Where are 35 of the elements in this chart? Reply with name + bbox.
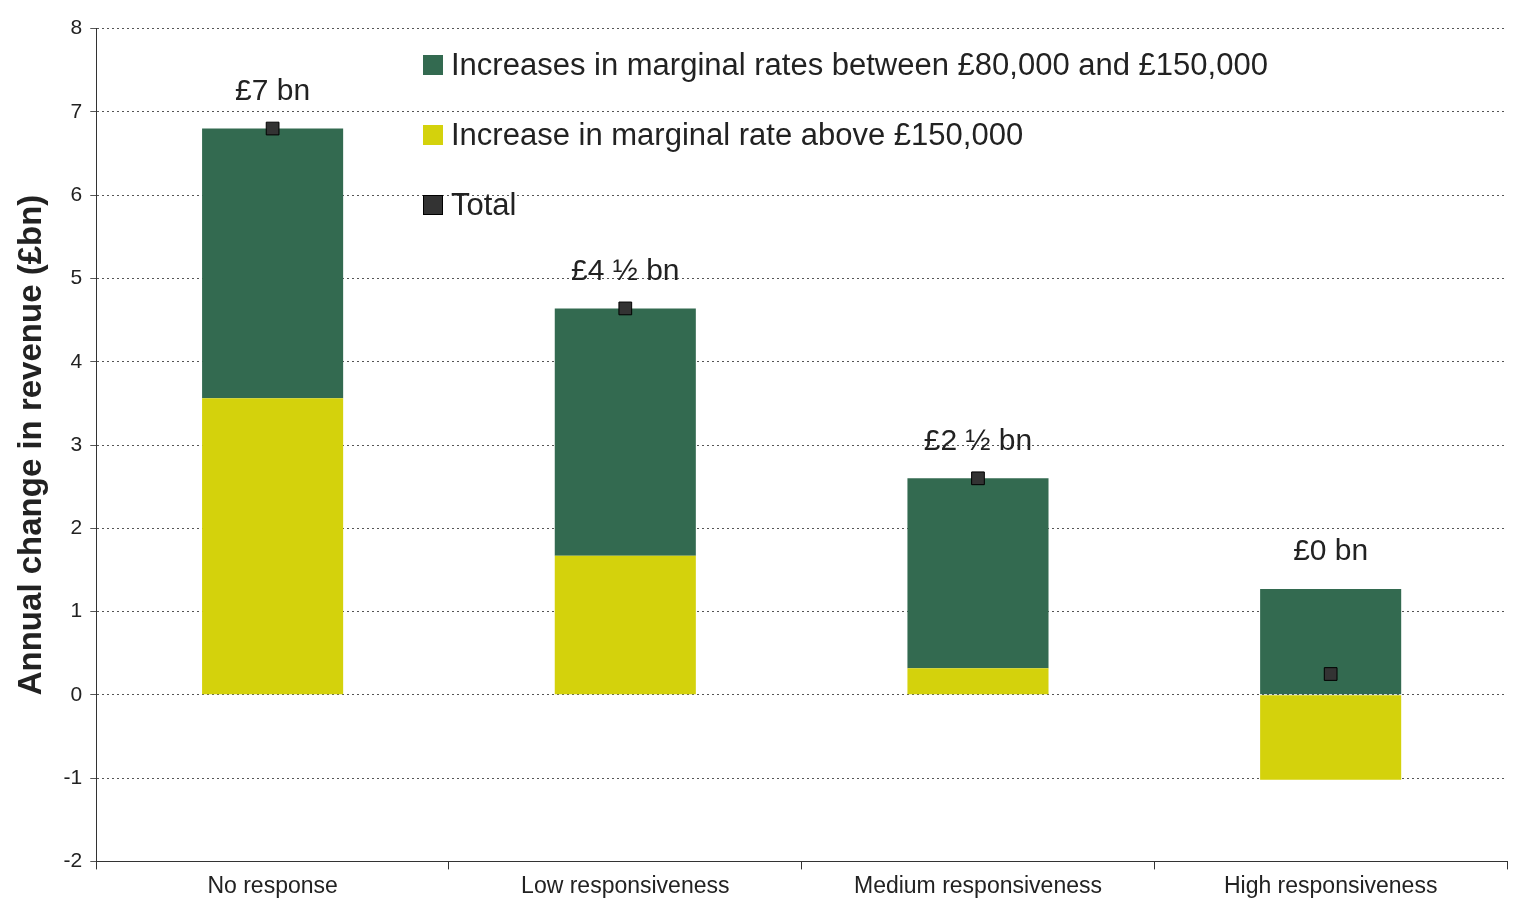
legend-label: Total (451, 187, 517, 223)
y-tick-label: 1 (70, 598, 83, 622)
y-tick-label: -2 (63, 848, 83, 872)
bar (554, 555, 696, 695)
bar (1260, 695, 1402, 780)
total-label: £0 bn (1293, 533, 1369, 567)
bar (554, 308, 696, 556)
point (971, 471, 985, 486)
total-label: £2 ½ bn (923, 422, 1033, 456)
y-tick-label: 3 (70, 431, 83, 455)
x-tick-label: No response (207, 871, 338, 898)
x-tick-label: High responsiveness (1223, 871, 1438, 898)
legend-label: Increases in marginal rates between £80,000 and £150,000 (451, 47, 1268, 83)
y-tick-label: -1 (63, 764, 83, 788)
y-tick-label: 0 (70, 681, 83, 705)
y-tick-label: 4 (70, 348, 83, 372)
point (618, 301, 633, 316)
total-label: £7 bn (235, 72, 311, 106)
bar (907, 478, 1049, 669)
y-tick-label: 2 (70, 515, 83, 539)
point (265, 121, 280, 136)
y-tick-label: 7 (70, 98, 83, 122)
bar (907, 668, 1049, 695)
bar (202, 128, 344, 399)
y-tick-label: 6 (70, 181, 83, 205)
total-label: £4 ½ bn (571, 252, 680, 286)
bar (202, 398, 344, 695)
bar (1260, 589, 1402, 695)
y-tick-label: 5 (70, 265, 83, 289)
y-axis-title: Annual change in revenue (£bn) (10, 194, 48, 696)
x-tick-label: Low responsiveness (521, 871, 730, 898)
x-tick-label: Medium responsiveness (853, 871, 1102, 898)
y-tick-label: 8 (70, 15, 83, 39)
legend-label: Increase in marginal rate above £150,000 (451, 117, 1024, 153)
point (1323, 667, 1338, 681)
